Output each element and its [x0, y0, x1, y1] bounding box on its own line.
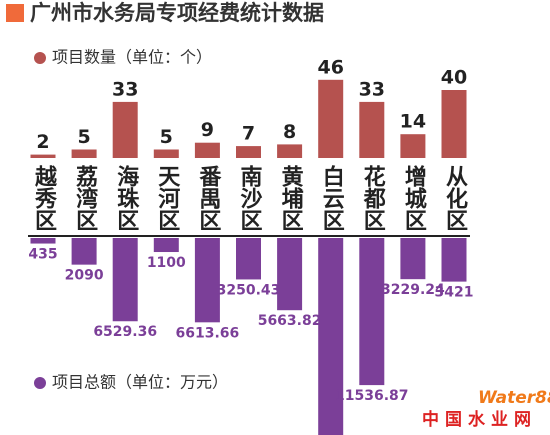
data-label: 11536.87: [335, 388, 409, 404]
x-tick-label: 越秀区: [31, 165, 58, 231]
bar: [441, 90, 467, 158]
data-label: 3421: [435, 285, 474, 301]
legend-marker: [34, 52, 46, 64]
bar: [71, 238, 97, 265]
bar: [277, 144, 303, 158]
x-tick-label: 花都区: [360, 164, 387, 231]
data-label: 5: [160, 126, 173, 148]
x-tick-label: 番禺区: [195, 165, 222, 231]
bar: [277, 238, 303, 311]
bar: [400, 134, 426, 158]
bar: [318, 79, 344, 158]
bar: [194, 142, 220, 158]
data-label: 7: [242, 123, 255, 145]
watermark: Water8848.com: [478, 388, 550, 408]
data-label: 33: [112, 78, 138, 100]
watermark: 中国水业网: [422, 409, 537, 430]
x-tick-label: 荔湾区: [72, 165, 98, 231]
data-label: 46: [317, 56, 343, 78]
bar: [30, 154, 56, 158]
bar: [153, 238, 179, 253]
bar: [194, 238, 220, 323]
data-label: 2: [36, 131, 49, 153]
legend-marker: [34, 377, 46, 389]
x-tick-label: 黄埔区: [278, 165, 304, 231]
data-label: 5663.82: [258, 313, 322, 329]
bar: [400, 238, 426, 280]
data-label: 3250.43: [217, 282, 281, 298]
data-label: 435: [28, 247, 57, 263]
bar: [441, 238, 467, 282]
bar: [71, 149, 97, 158]
data-label: 9: [201, 119, 214, 141]
data-label: 5: [77, 126, 90, 148]
bar: [359, 101, 385, 158]
data-label: 3229.24: [381, 282, 445, 298]
data-label: 6613.66: [176, 325, 240, 341]
data-label: 8: [283, 121, 296, 143]
data-label: 6529.36: [93, 324, 157, 340]
title-marker: [6, 4, 24, 22]
legend-label: 项目数量（单位：个）: [52, 48, 212, 67]
data-label: 2090: [65, 268, 104, 284]
x-tick-label: 增城区: [401, 164, 427, 231]
data-label: 1100: [147, 255, 186, 271]
data-label: 14: [400, 111, 426, 133]
x-tick-label: 海珠区: [113, 164, 139, 231]
bar: [112, 101, 138, 158]
x-tick-label: 白云区: [319, 164, 345, 231]
bar: [153, 149, 179, 158]
bar: [30, 238, 56, 244]
bar: [112, 238, 138, 322]
legend-label: 项目总额（单位：万元）: [52, 373, 228, 392]
data-label: 40: [441, 67, 467, 89]
bar: [236, 146, 261, 158]
bar: [359, 238, 385, 386]
data-label: 33: [359, 78, 385, 100]
bar: [318, 238, 344, 435]
x-tick-label: 南沙区: [237, 165, 263, 231]
chart-title: 广州市水务局专项经费统计数据: [30, 1, 324, 25]
x-tick-label: 天河区: [154, 165, 180, 231]
x-tick-label: 从化区: [442, 165, 468, 231]
bar: [236, 238, 261, 280]
